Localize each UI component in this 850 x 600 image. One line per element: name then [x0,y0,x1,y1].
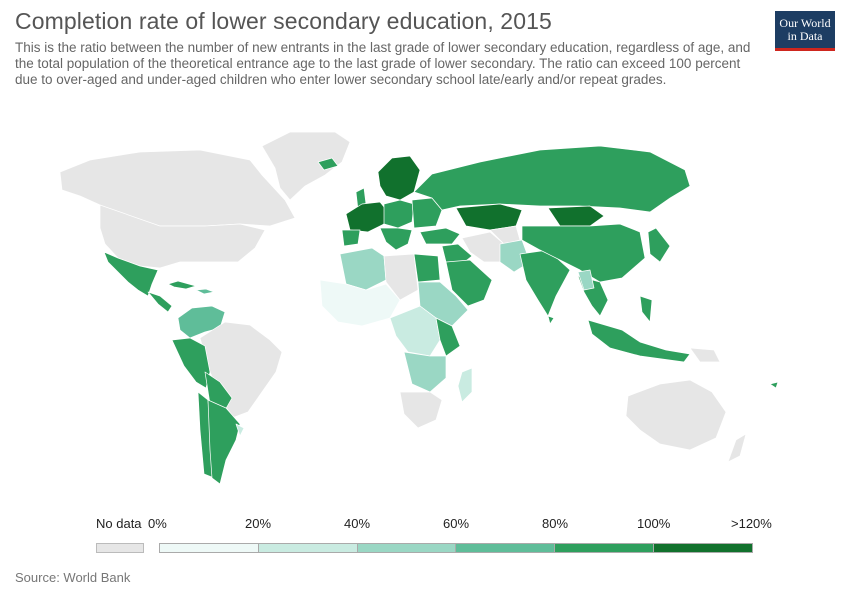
legend-tick-40: 40% [344,516,371,531]
region-caribbean[interactable] [195,288,215,295]
region-russia[interactable] [413,145,691,213]
chart-subtitle: This is the ratio between the number of … [15,40,751,87]
region-iceland[interactable] [317,157,339,171]
region-central-america[interactable] [147,291,173,313]
legend-tick-0: 0% [148,516,167,531]
legend-no-data-label: No data [96,516,142,531]
region-central-asia[interactable] [489,225,521,245]
region-pacific-islands[interactable] [769,381,779,389]
legend-tick-80: 80% [542,516,569,531]
world-map[interactable] [0,118,850,498]
region-papua[interactable] [689,347,721,363]
region-western-europe[interactable] [345,201,389,233]
region-usa[interactable] [99,204,266,269]
region-cuba[interactable] [167,280,197,290]
legend-bin-60-80[interactable] [456,543,556,553]
region-italy-balkans[interactable] [379,227,413,251]
legend-bin-100-120[interactable] [654,543,753,553]
region-new-zealand[interactable] [727,433,747,463]
region-eastern-europe[interactable] [411,197,443,229]
legend-color-scale [159,543,753,553]
region-china[interactable] [521,223,646,283]
legend-bin-0-20[interactable] [159,543,259,553]
legend-bin-80-100[interactable] [555,543,655,553]
region-sri-lanka[interactable] [547,315,555,325]
region-central-europe[interactable] [383,199,415,229]
region-indonesia-malaysia[interactable] [587,319,691,363]
region-libya-chad[interactable] [383,253,419,301]
legend-tick-60: 60% [443,516,470,531]
region-east-africa[interactable] [435,317,461,357]
logo-line-2: in Data [787,29,823,43]
region-mexico[interactable] [103,251,159,297]
region-korea-japan[interactable] [647,227,671,263]
region-west-africa[interactable] [319,279,401,327]
region-southern-africa[interactable] [399,391,443,429]
region-uruguay[interactable] [235,423,245,437]
legend-tick-100: 100% [637,516,671,531]
region-ecuador-peru[interactable] [171,337,211,389]
legend-tick-20: 20% [245,516,272,531]
region-turkey[interactable] [419,227,461,245]
region-arabian-peninsula[interactable] [445,259,493,307]
logo-line-1: Our World [779,16,831,30]
region-argentina[interactable] [207,399,241,485]
region-mongolia[interactable] [547,205,605,227]
region-egypt[interactable] [413,253,441,283]
region-kazakhstan[interactable] [455,203,523,231]
region-scandinavia[interactable] [377,155,421,201]
region-iberia[interactable] [341,229,361,247]
legend-bin-20-40[interactable] [258,543,358,553]
region-north-africa[interactable] [339,247,387,291]
region-canada-alaska[interactable] [59,149,296,227]
legend-bin-40-60[interactable] [357,543,457,553]
legend-tick-over-120: >120% [731,516,772,531]
region-australia[interactable] [625,379,727,451]
source-note: Source: World Bank [15,570,131,585]
legend-no-data-swatch[interactable] [96,543,144,553]
region-madagascar[interactable] [457,367,473,403]
region-philippines[interactable] [639,295,653,323]
region-greenland[interactable] [261,131,351,201]
our-world-in-data-logo[interactable]: Our World in Data [775,11,835,51]
chart-title: Completion rate of lower secondary educa… [15,8,552,34]
region-southern-africa-north[interactable] [403,351,447,393]
region-myanmar-laos[interactable] [577,269,595,291]
region-central-africa[interactable] [389,305,441,357]
